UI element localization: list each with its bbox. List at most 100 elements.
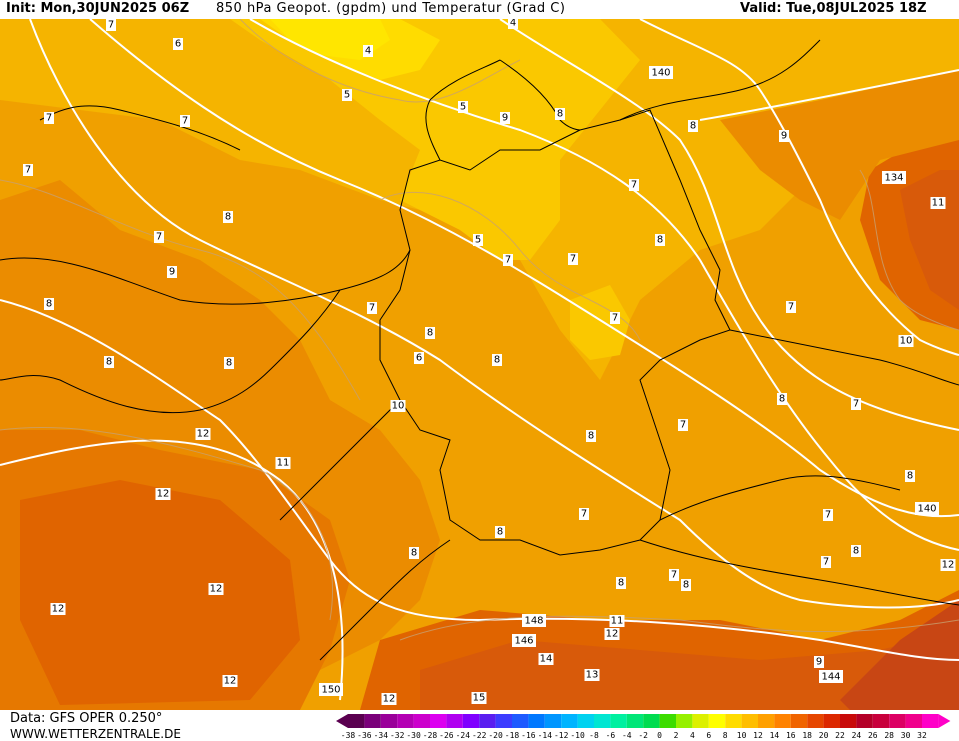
- svg-text:8: 8: [907, 471, 913, 482]
- colorbar-segment: [823, 714, 840, 728]
- colorbar-labels: -38 -36 -34 -32 -30 -28 -26 -24 -22 -20 -18 -16 -14-…: [340, 731, 959, 741]
- colorbar-tick-label: 4: [689, 731, 695, 740]
- svg-text:8: 8: [657, 235, 663, 246]
- colorbar-segment: [626, 714, 644, 728]
- svg-text:7: 7: [581, 509, 587, 520]
- svg-text:140: 140: [917, 504, 936, 515]
- colorbar-segment: [397, 714, 414, 728]
- svg-text:8: 8: [225, 212, 231, 223]
- svg-text:10: 10: [900, 336, 913, 347]
- svg-text:8: 8: [46, 299, 52, 310]
- colorbar-segment: [610, 714, 627, 728]
- svg-text:146: 146: [514, 636, 533, 647]
- colorbar-segment: [790, 714, 808, 728]
- svg-text:5: 5: [475, 235, 481, 246]
- svg-text:12: 12: [52, 604, 65, 615]
- colorbar-segment: [364, 714, 381, 728]
- colorbar-segment: [725, 714, 742, 728]
- temperature-label: 4: [508, 19, 518, 29]
- svg-text:8: 8: [106, 357, 112, 368]
- svg-text:7: 7: [825, 510, 831, 521]
- temperature-label: 12: [50, 603, 66, 615]
- colorbar-segment: [462, 714, 480, 728]
- colorbar-tick-label: -20: [488, 731, 503, 740]
- svg-text:8: 8: [494, 355, 500, 366]
- colorbar-segment: [528, 714, 545, 728]
- temperature-label: 7: [367, 302, 377, 314]
- temperature-label: 8: [655, 234, 665, 246]
- svg-text:8: 8: [588, 431, 594, 442]
- colorbar-segment: [758, 714, 775, 728]
- svg-text:8: 8: [683, 580, 689, 591]
- svg-text:8: 8: [779, 394, 785, 405]
- svg-text:5: 5: [344, 90, 350, 101]
- colorbar-tick-label: 6: [706, 731, 712, 740]
- svg-text:7: 7: [671, 570, 677, 581]
- colorbar-tick-label: 20: [818, 731, 829, 740]
- colorbar-tick-label: -10: [570, 731, 585, 740]
- colorbar-tick-label: -14: [537, 731, 553, 740]
- colorbar-tick-label: -28: [422, 731, 438, 740]
- colorbar-tick-label: -24: [455, 731, 471, 740]
- geopot-label: 146: [512, 634, 536, 647]
- svg-text:11: 11: [932, 198, 945, 209]
- svg-text:11: 11: [277, 458, 290, 469]
- svg-text:10: 10: [392, 401, 405, 412]
- temperature-label: 15: [471, 692, 487, 704]
- geopot-label: 140: [649, 66, 673, 79]
- colorbar-segment: [495, 714, 512, 728]
- temperature-label: 6: [414, 352, 424, 364]
- temp-field-14: [420, 630, 959, 710]
- colorbar-segment: [872, 714, 890, 728]
- temperature-label: 9: [814, 656, 824, 668]
- temperature-label: 14: [538, 653, 554, 665]
- colorbar-segment: [348, 714, 365, 728]
- colorbar-segment: [561, 714, 578, 728]
- temperature-label: 12: [940, 559, 956, 571]
- svg-text:8: 8: [427, 328, 433, 339]
- temperature-label: 7: [610, 312, 620, 324]
- svg-text:7: 7: [680, 420, 686, 431]
- temperature-label: 12: [155, 488, 171, 500]
- colorbar-segment: [922, 714, 939, 728]
- svg-text:6: 6: [416, 353, 422, 364]
- temperature-label: 12: [208, 583, 224, 595]
- colorbar-tick-label: 16: [785, 731, 796, 740]
- colorbar-segment: [840, 714, 857, 728]
- parameter-title: 850 hPa Geopot. (gpdm) und Temperatur (G…: [216, 1, 566, 16]
- temperature-label: 10: [898, 335, 914, 347]
- temperature-label: 7: [106, 19, 116, 31]
- svg-text:4: 4: [365, 46, 371, 57]
- colorbar-segment: [430, 714, 447, 728]
- temperature-label: 8: [681, 579, 691, 591]
- svg-text:5: 5: [460, 102, 466, 113]
- colorbar-segment: [512, 714, 529, 728]
- temperature-label: 8: [492, 354, 502, 366]
- temperature-label: 12: [195, 428, 211, 440]
- temperature-label: 8: [409, 547, 419, 559]
- temperature-label: 8: [224, 357, 234, 369]
- temperature-label: 8: [586, 430, 596, 442]
- colorbar-tick-label: -6: [605, 731, 616, 740]
- temperature-label: 5: [473, 234, 483, 246]
- temperature-label: 7: [821, 556, 831, 568]
- temperature-label: 13: [584, 669, 600, 681]
- colorbar-tick-label: 14: [769, 731, 780, 740]
- temperature-label: 8: [616, 577, 626, 589]
- colorbar-segment: [889, 714, 906, 728]
- temperature-label: 6: [173, 38, 183, 50]
- temperature-label: 8: [851, 545, 861, 557]
- colorbar-tick-label: -8: [589, 731, 599, 740]
- svg-text:12: 12: [210, 584, 223, 595]
- colorbar-segment: [659, 714, 676, 728]
- colorbar-tick-label: -16: [521, 731, 536, 740]
- svg-text:12: 12: [197, 429, 210, 440]
- data-source: Data: GFS OPER 0.250°: [10, 711, 163, 726]
- colorbar-tick-label: 30: [900, 731, 911, 740]
- temperature-label: 12: [604, 628, 620, 640]
- colorbar-segment: [544, 714, 562, 728]
- svg-text:14: 14: [540, 654, 553, 665]
- svg-text:12: 12: [224, 676, 237, 687]
- colorbar-segment: [479, 714, 496, 728]
